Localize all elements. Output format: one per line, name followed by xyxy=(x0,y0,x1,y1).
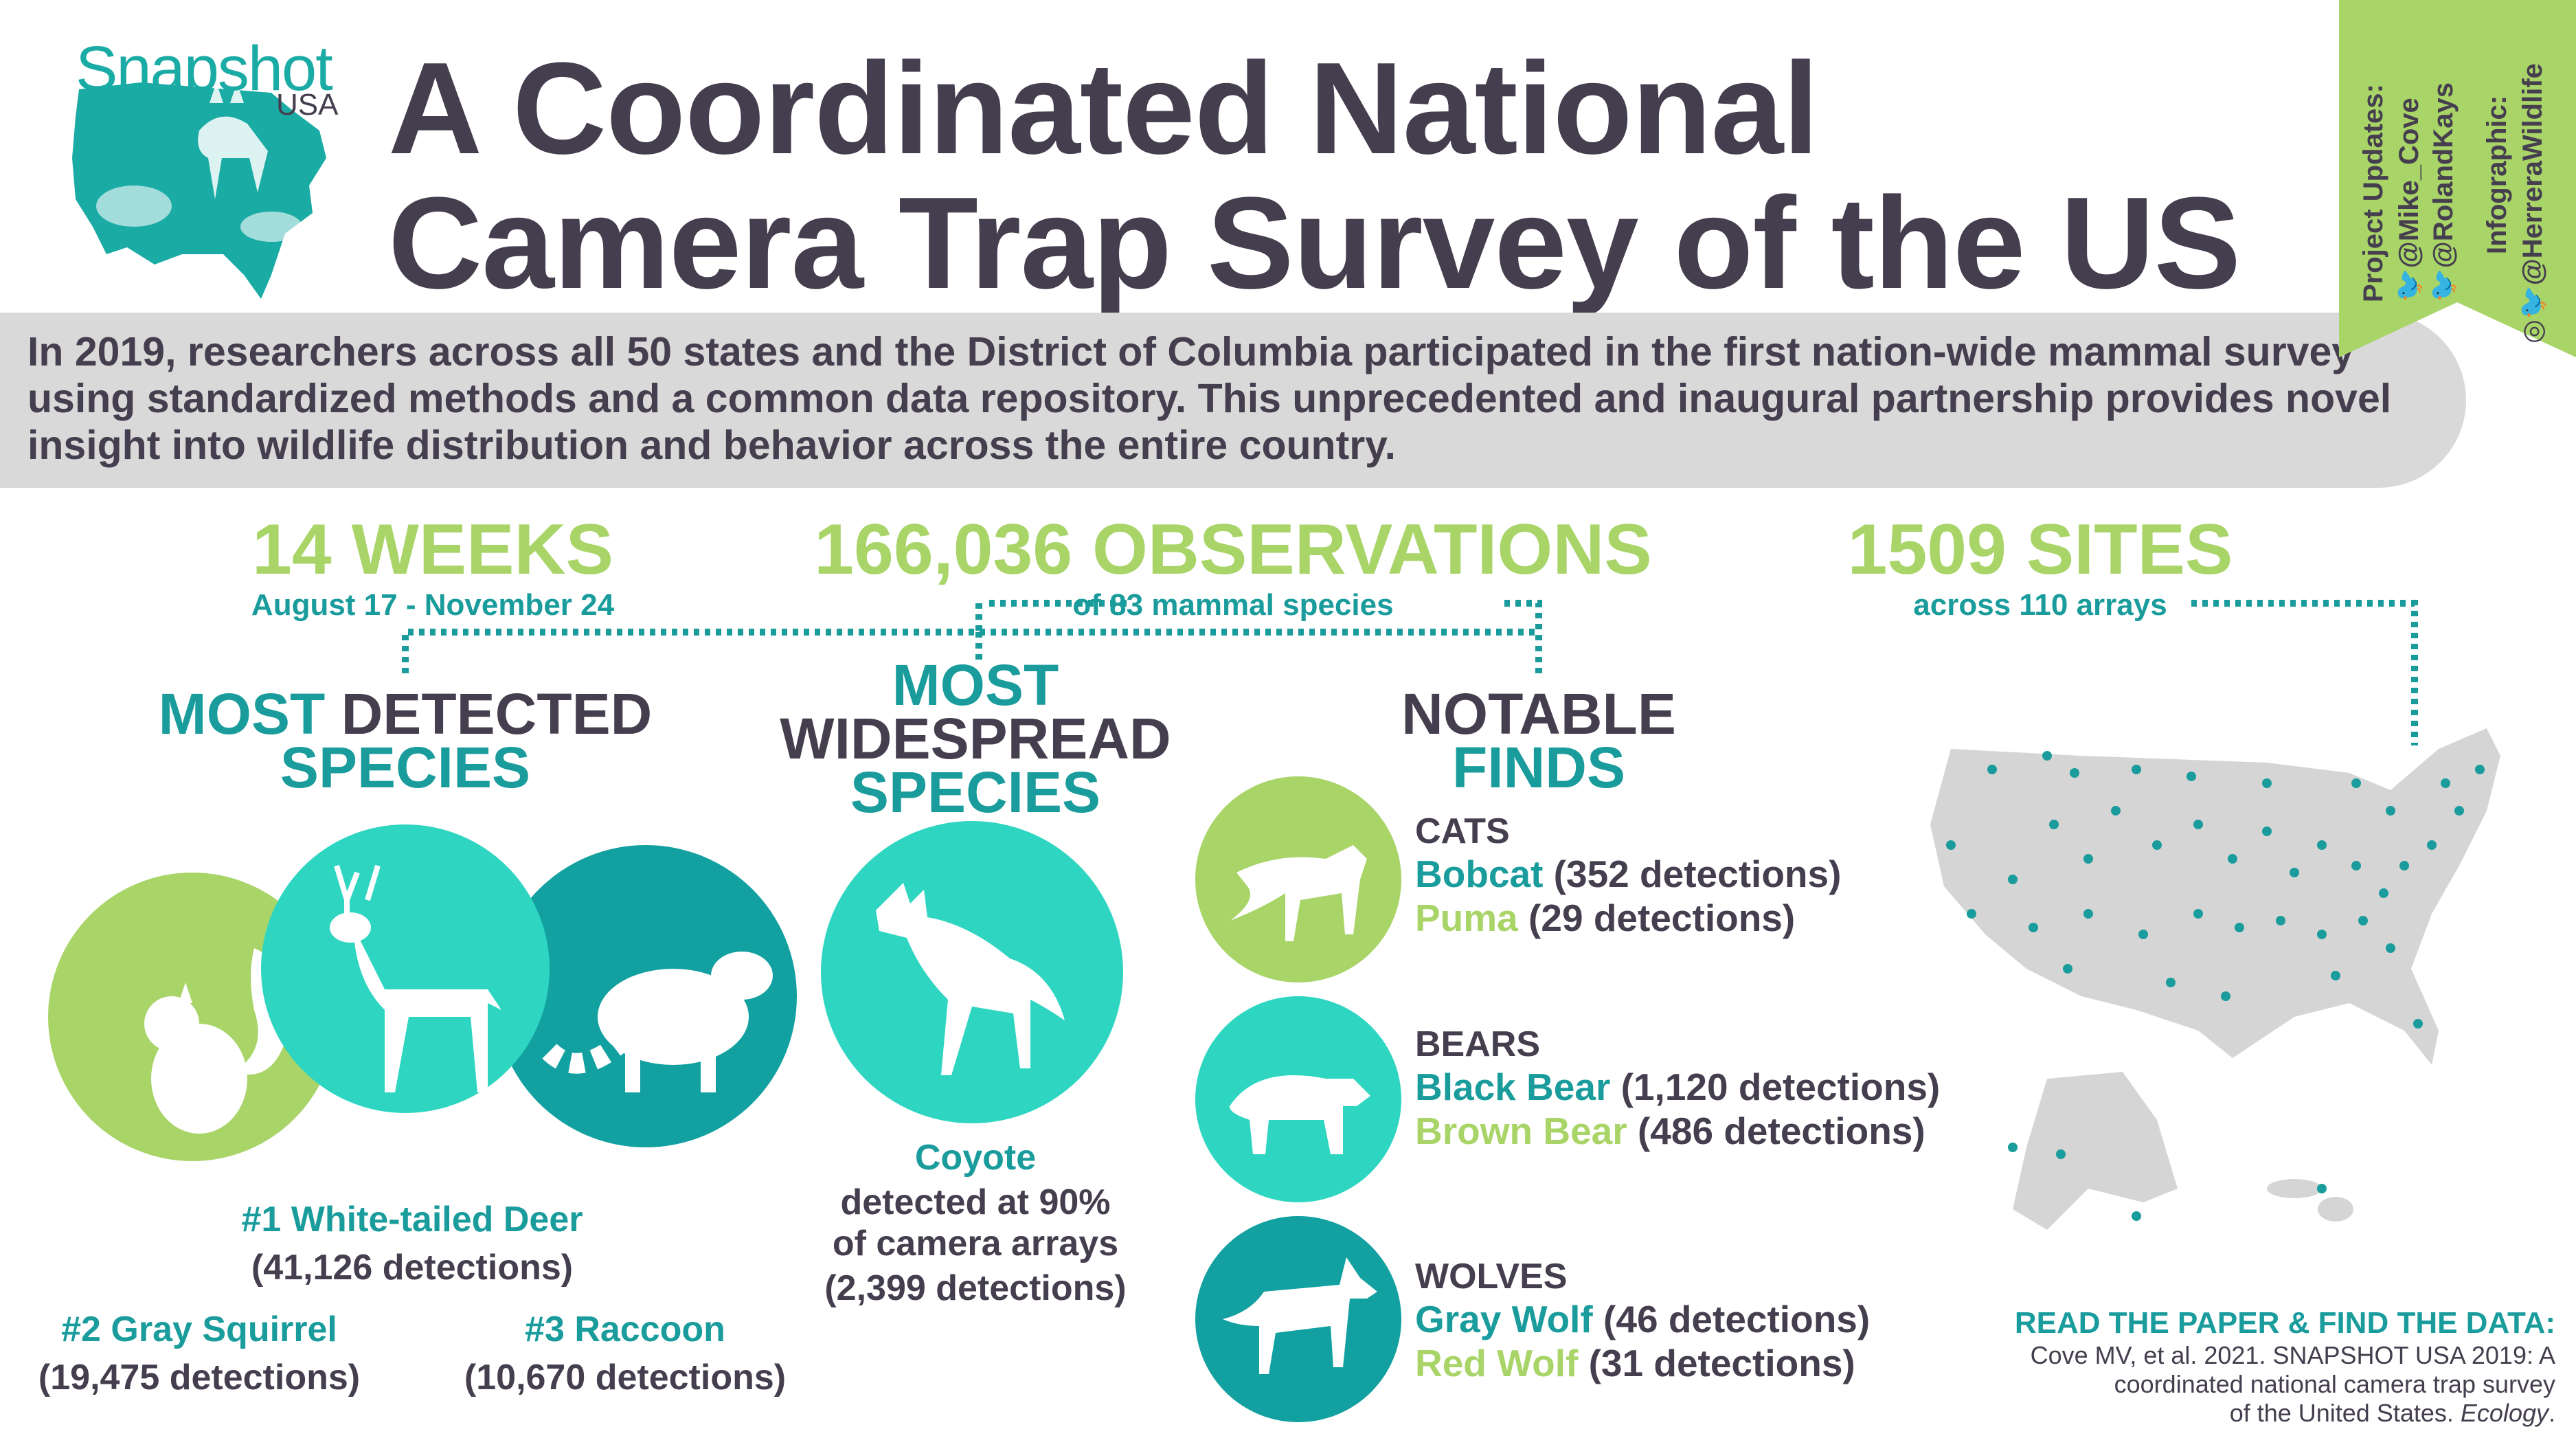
page-title: A Coordinated National Camera Trap Surve… xyxy=(388,36,2241,316)
coyote-icon xyxy=(876,883,1065,1075)
intro-banner xyxy=(0,313,2466,488)
puma-icon xyxy=(1230,845,1367,941)
notable-finds-heading: NOTABLE FINDS xyxy=(1401,682,1676,800)
wolves-circle xyxy=(1195,1216,1401,1422)
rank-2-count: (19,475 detections) xyxy=(38,1358,361,1397)
rank-2-name: #2 Gray Squirrel xyxy=(61,1310,337,1349)
title-line-2: Camera Trap Survey of the US xyxy=(388,170,2241,316)
rank-1-count: (41,126 detections) xyxy=(251,1248,574,1288)
intro-text: In 2019, researchers across all 50 state… xyxy=(27,329,2392,468)
coyote-name: Coyote xyxy=(914,1138,1037,1178)
squirrel-icon xyxy=(144,948,292,1134)
bears-group: BEARS Black Bear (1,120 detections) Brow… xyxy=(1415,1024,1940,1153)
wolves-group: WOLVES Gray Wolf (46 detections) Red Wol… xyxy=(1415,1256,1870,1385)
stat-sites-sub: across 110 arrays xyxy=(1913,588,2167,622)
bears-category: BEARS xyxy=(1415,1024,1541,1064)
wolf-icon xyxy=(1223,1257,1377,1374)
bears-circle xyxy=(1195,996,1401,1202)
coyote-desc-2: of camera arrays xyxy=(832,1224,1119,1263)
title-line-1: A Coordinated National xyxy=(388,36,1819,181)
deer-icon xyxy=(330,864,501,1092)
stat-weeks-value: 14 WEEKS xyxy=(252,510,613,589)
paper-heading[interactable]: READ THE PAPER & FIND THE DATA: xyxy=(2014,1306,2555,1340)
credits-ribbon: Project Updates: 🐦@Mike_Cove 🐦@RolandKay… xyxy=(2339,0,2576,357)
red-wolf-line: Red Wolf (31 detections) xyxy=(1415,1342,1855,1384)
wolves-category: WOLVES xyxy=(1415,1257,1568,1296)
rank-3-name: #3 Raccoon xyxy=(525,1310,725,1349)
coyote-label: Coyote detected at 90% of camera arrays … xyxy=(769,1134,1182,1312)
stat-sites-value: 1509 SITES xyxy=(1847,510,2233,589)
most-widespread-heading: MOST WIDESPREAD SPECIES xyxy=(780,653,1171,824)
cats-category: CATS xyxy=(1415,811,1510,851)
stat-weeks-sub: August 17 - November 24 xyxy=(251,588,615,622)
logo-name: Snapshot xyxy=(76,34,333,104)
rank-1: #1 White-tailed Deer (41,126 detections) xyxy=(124,1195,701,1292)
raccoon-icon xyxy=(542,952,773,1092)
hawaii-shape xyxy=(2267,1179,2353,1222)
contiguous-us-shape xyxy=(1930,728,2500,1065)
citation-line-1: Cove MV, et al. 2021. SNAPSHOT USA 2019:… xyxy=(2030,1341,2555,1369)
site-dots xyxy=(1946,751,2485,1221)
rank-2: #2 Gray Squirrel (19,475 detections) xyxy=(7,1305,392,1402)
paper-block: READ THE PAPER & FIND THE DATA: Cove MV,… xyxy=(1910,1305,2555,1428)
coyote-count: (2,399 detections) xyxy=(824,1268,1127,1308)
logo xyxy=(65,27,368,302)
bear-icon xyxy=(1229,1075,1370,1154)
black-bear-line: Black Bear (1,120 detections) xyxy=(1415,1066,1941,1108)
cats-group: CATS Bobcat (352 detections) Puma (29 de… xyxy=(1415,811,1841,940)
alaska-shape xyxy=(2013,1072,2178,1230)
usa-animals-logo-icon xyxy=(72,82,326,299)
coyote-desc-1: detected at 90% xyxy=(840,1182,1111,1222)
most-detected-heading: MOST DETECTED SPECIES xyxy=(158,682,653,800)
coyote-circle xyxy=(821,821,1123,1123)
brown-bear-line: Brown Bear (486 detections) xyxy=(1415,1110,1925,1152)
ribbon-shape xyxy=(2339,0,2576,357)
bobcat-line: Bobcat (352 detections) xyxy=(1415,853,1842,895)
citation-line-3: of the United States. Ecology. xyxy=(2229,1399,2555,1427)
gray-wolf-line: Gray Wolf (46 detections) xyxy=(1415,1298,1871,1340)
us-sites-map xyxy=(1930,728,2500,1230)
rank-1-name: #1 White-tailed Deer xyxy=(241,1200,583,1239)
puma-line: Puma (29 detections) xyxy=(1415,897,1796,939)
logo-sub: USA xyxy=(276,88,339,122)
white-tailed-deer-circle xyxy=(261,824,550,1113)
stat-weeks: 14 WEEKS August 17 - November 24 xyxy=(227,512,639,623)
dotted-connectors xyxy=(402,600,2418,745)
cats-circle xyxy=(1195,776,1401,982)
stat-observations-value: 166,036 OBSERVATIONS xyxy=(814,510,1652,589)
stat-sites: 1509 SITES across 110 arrays xyxy=(1814,512,2267,623)
citation-line-2: coordinated national camera trap survey xyxy=(2114,1370,2555,1398)
rank-3-count: (10,670 detections) xyxy=(464,1358,787,1397)
rank-3: #3 Raccoon (10,670 detections) xyxy=(433,1305,817,1402)
